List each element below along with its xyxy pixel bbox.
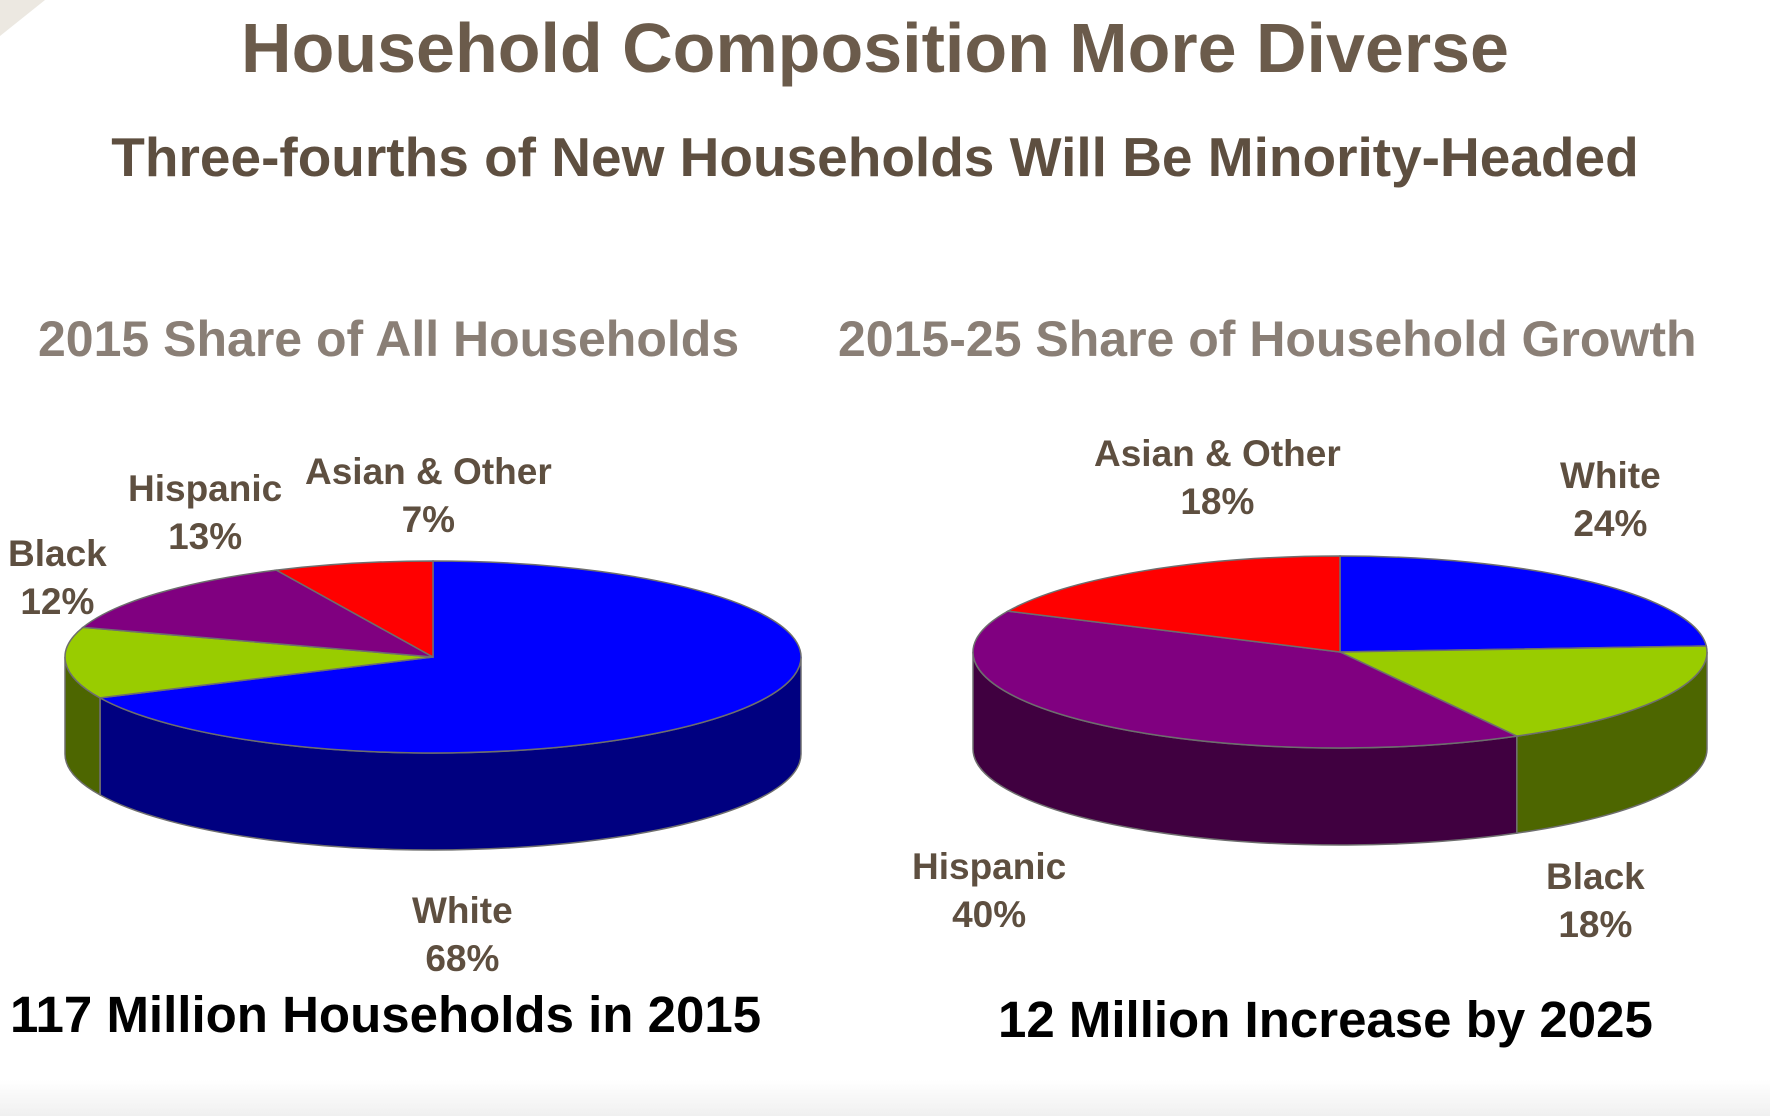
slice-white — [97, 560, 802, 754]
right-chart-summary: 12 Million Increase by 2025 — [998, 991, 1653, 1048]
slice-value-text: 68% — [425, 938, 500, 979]
slice-value-text: 40% — [952, 894, 1027, 935]
slice-value-text: 12% — [20, 581, 95, 622]
slice-value-text: 13% — [168, 516, 243, 557]
label-asian-other-2015: Asian & Other 7% — [305, 448, 552, 544]
label-hispanic-2015: Hispanic 13% — [128, 465, 282, 561]
slice-asian-other — [1005, 555, 1341, 653]
slice-label-text: White — [412, 890, 513, 931]
left-chart-summary: 117 Million Households in 2015 — [10, 986, 762, 1043]
bottom-shade — [0, 1080, 1770, 1116]
slice-white — [1339, 555, 1708, 653]
label-black-growth: Black 18% — [1546, 853, 1645, 949]
slice-label-text: Black — [8, 533, 107, 574]
label-asian-other-growth: Asian & Other 18% — [1094, 430, 1341, 526]
slice-hispanic — [81, 569, 434, 658]
slice-label-text: Hispanic — [128, 468, 283, 509]
slice-label-text: Black — [1546, 856, 1645, 897]
slice-value-text: 18% — [1180, 481, 1255, 522]
slice-label-text: Asian & Other — [305, 451, 552, 492]
label-white-2015: White 68% — [412, 887, 513, 983]
slice-black — [1339, 645, 1708, 737]
slice-hispanic — [972, 610, 1520, 749]
left-chart-title: 2015 Share of All Households — [38, 311, 740, 367]
slice-black — [64, 626, 434, 699]
slice-label-text: Asian & Other — [1094, 433, 1341, 474]
slide-title: Household Composition More Diverse — [241, 9, 1509, 87]
slice-label-text: Hispanic — [912, 846, 1067, 887]
corner-decoration — [0, 0, 45, 36]
right-chart-title: 2015-25 Share of Household Growth — [838, 311, 1697, 367]
slice-asian-other — [273, 560, 434, 659]
label-white-growth: White 24% — [1560, 452, 1661, 548]
label-black-2015: Black 12% — [8, 530, 107, 626]
slice-value-text: 7% — [401, 499, 456, 540]
slice-value-text: 18% — [1558, 904, 1633, 945]
slice-label-text: White — [1560, 455, 1661, 496]
label-hispanic-growth: Hispanic 40% — [912, 843, 1066, 939]
slide-subtitle: Three-fourths of New Households Will Be … — [111, 126, 1639, 188]
slice-value-text: 24% — [1573, 503, 1648, 544]
